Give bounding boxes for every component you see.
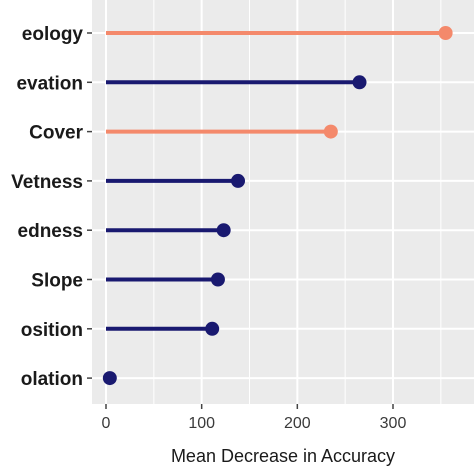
category-label: Slope (31, 271, 83, 292)
category-label: olation (21, 369, 83, 390)
x-tick-label: 100 (188, 415, 215, 432)
y-axis-ticks (87, 32, 92, 379)
category-label: edness (18, 221, 83, 242)
category-label: evation (16, 73, 83, 94)
x-tick-label: 200 (284, 415, 311, 432)
lollipop-point (216, 223, 231, 238)
category-label: Cover (29, 123, 83, 144)
category-label: osition (21, 320, 83, 341)
lollipop-stems (106, 31, 446, 381)
x-axis-labels: 0 100 200 300 (102, 415, 407, 432)
x-axis-ticks (105, 404, 394, 409)
x-tick-label: 0 (102, 415, 111, 432)
lollipop-point (352, 75, 367, 90)
lollipop-point (231, 173, 246, 188)
category-label: Vetness (11, 172, 83, 193)
major-gridlines (105, 0, 394, 404)
lollipop-point (323, 124, 338, 139)
category-label: eology (22, 24, 84, 45)
lollipop-points (102, 26, 453, 386)
lollipop-point (438, 26, 453, 40)
y-axis-labels: eology evation Cover Vetness edness Slope osit… (11, 24, 83, 390)
lollipop-point (102, 371, 117, 386)
plot-panel (92, 0, 474, 404)
x-tick-label: 300 (380, 415, 407, 432)
x-axis-title: Mean Decrease in Accuracy (171, 446, 395, 466)
lollipop-point (210, 272, 225, 287)
minor-gridlines (153, 0, 442, 404)
lollipop-point (205, 321, 220, 336)
